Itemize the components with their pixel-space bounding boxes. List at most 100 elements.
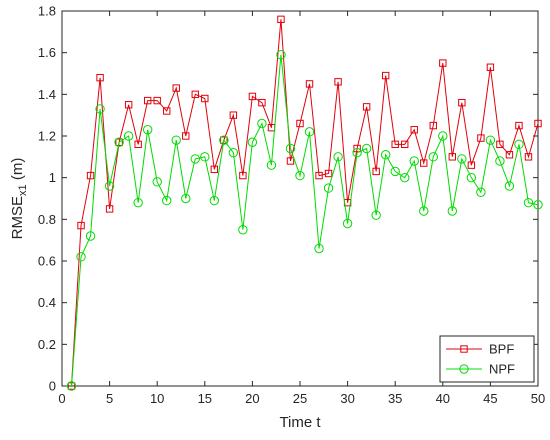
x-tick-label: 50 [531, 391, 545, 406]
data-point-npf [466, 172, 477, 183]
data-point-bpf [277, 15, 285, 24]
legend-marker-bpf [460, 345, 468, 353]
data-point-npf [380, 150, 391, 160]
data-point-bpf [172, 84, 180, 92]
data-point-bpf [258, 98, 266, 107]
y-tick-label: 0 [49, 379, 56, 394]
data-point-npf [152, 177, 162, 187]
series-npf [66, 50, 543, 391]
data-point-npf [361, 143, 372, 154]
x-tick-label: 10 [150, 391, 164, 406]
data-point-bpf [305, 80, 314, 88]
series-bpf [67, 15, 542, 390]
legend-box [439, 335, 535, 383]
data-point-bpf [143, 96, 152, 105]
data-point-npf [485, 135, 496, 145]
x-tick-label: 30 [340, 391, 354, 406]
data-point-bpf [410, 126, 418, 134]
data-point-npf [333, 152, 343, 162]
data-point-npf [123, 131, 134, 141]
data-point-bpf [372, 167, 380, 176]
data-point-npf [209, 195, 220, 206]
data-point-bpf [381, 71, 390, 80]
data-point-bpf [210, 165, 219, 174]
data-point-bpf [86, 171, 95, 180]
data-point-bpf [439, 59, 447, 67]
data-point-npf [95, 104, 105, 114]
legend-label-bpf: BPF [489, 342, 514, 357]
legend-marker-npf [459, 364, 469, 374]
data-point-bpf [77, 221, 85, 230]
data-point-bpf [324, 169, 333, 178]
data-point-bpf [153, 96, 161, 105]
data-point-bpf [353, 144, 361, 153]
data-point-npf [295, 170, 305, 181]
y-tick-label: 1.8 [38, 4, 56, 19]
data-point-bpf [448, 153, 457, 161]
y-tick-label: 0.8 [38, 212, 56, 227]
data-point-bpf [163, 107, 171, 115]
data-point-bpf [362, 103, 371, 111]
data-point-npf [190, 154, 200, 164]
data-point-npf [238, 225, 248, 235]
x-tick-label: 15 [198, 391, 212, 406]
data-point-npf [371, 210, 381, 220]
data-point-npf [276, 50, 286, 60]
data-point-bpf [505, 151, 514, 159]
x-tick-label: 5 [106, 391, 113, 406]
data-point-npf [523, 197, 534, 208]
y-tick-label: 1.2 [38, 129, 56, 144]
y-axis-label-main: RMSE [9, 196, 26, 239]
x-tick-label: 45 [483, 391, 497, 406]
data-point-npf [495, 156, 505, 166]
data-point-bpf [458, 98, 466, 107]
data-point-npf [247, 137, 258, 147]
data-point-npf [304, 127, 315, 137]
data-point-npf [104, 181, 115, 191]
data-point-npf [200, 152, 210, 162]
data-point-npf [447, 206, 458, 216]
x-axis-label: Time t [279, 414, 321, 431]
data-point-bpf [334, 78, 342, 86]
axis-ticks: 0 5 10 15 20 25 30 35 40 45 50 0 0.2 0.4 0.6 0.8 1 1.2 1.4… [38, 4, 545, 407]
data-point-bpf [201, 94, 209, 103]
data-point-bpf [248, 92, 257, 101]
legend: BPF NPF [439, 335, 535, 383]
data-point-npf [390, 166, 400, 177]
x-tick-label: 0 [58, 391, 65, 406]
data-point-bpf [229, 111, 238, 119]
data-point-npf [428, 152, 438, 162]
y-tick-label: 0.6 [38, 254, 56, 269]
data-point-npf [438, 131, 448, 141]
y-tick-label: 1 [49, 170, 56, 185]
data-point-npf [352, 147, 362, 158]
data-point-npf [476, 187, 486, 197]
data-point-bpf [124, 101, 133, 109]
data-point-npf [181, 193, 191, 204]
data-point-bpf [477, 134, 485, 142]
y-axis-label: RMSEx1 (m) [9, 158, 29, 240]
data-point-npf [409, 156, 419, 166]
x-tick-label: 40 [436, 391, 450, 406]
data-point-npf [142, 125, 153, 135]
data-point-bpf [534, 119, 542, 128]
data-point-npf [514, 139, 524, 150]
data-point-npf [314, 243, 324, 254]
data-point-bpf [296, 119, 304, 128]
legend-label-npf: NPF [489, 362, 515, 377]
data-point-bpf [401, 140, 409, 149]
data-point-npf [266, 160, 277, 170]
data-point-bpf [315, 171, 323, 180]
data-point-npf [285, 143, 296, 154]
series-line-bpf [71, 19, 539, 387]
data-point-bpf [182, 132, 190, 140]
y-axis-label-subscript: x1 [17, 184, 29, 196]
data-point-npf [114, 137, 124, 147]
data-point-npf [162, 195, 172, 206]
series-line-npf [71, 54, 539, 387]
data-point-bpf [134, 140, 142, 149]
data-point-npf [457, 154, 467, 164]
data-point-npf [419, 206, 429, 216]
data-point-npf [171, 135, 181, 145]
